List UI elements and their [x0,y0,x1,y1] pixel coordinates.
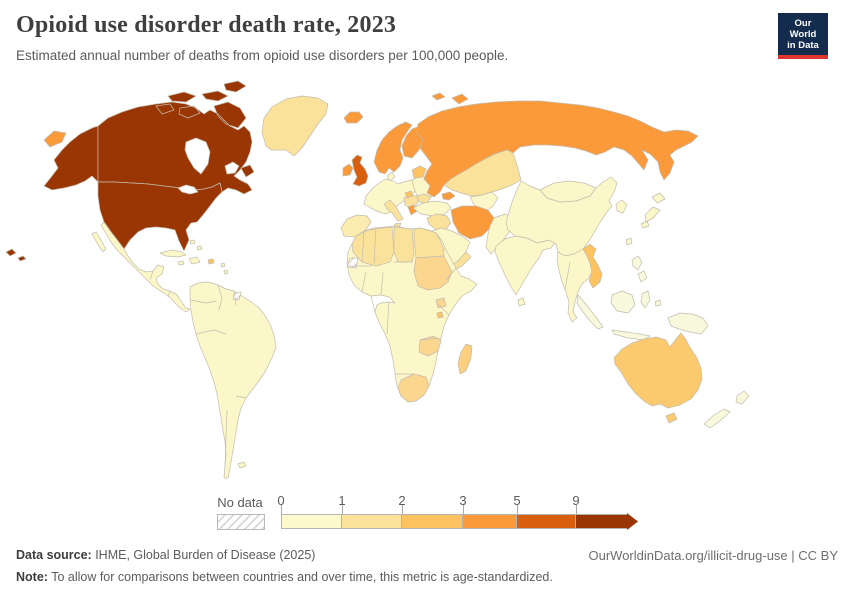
country-norway-sweden[interactable] [373,121,413,175]
country-canada[interactable] [97,80,255,195]
country-indonesia[interactable] [576,290,662,341]
legend-tick-label: 9 [572,493,580,508]
country-kazakhstan[interactable] [443,149,522,197]
country-burundi[interactable] [436,311,444,319]
great-lakes-water [177,184,199,195]
footer-note-text: To allow for comparisons between countri… [47,570,553,584]
footer-data-source: Data source: IHME, Global Burden of Dise… [16,548,315,562]
country-baltic-states[interactable] [411,165,427,179]
country-philippines[interactable] [631,255,648,283]
legend-tick-mark [576,505,577,514]
country-new-guinea[interactable] [667,312,709,335]
country-azerbaijan[interactable] [441,191,456,201]
country-iceland[interactable] [343,111,364,124]
country-libya[interactable] [393,226,415,263]
owid-logo[interactable]: Our World in Data [778,13,828,59]
footer-data-source-text: IHME, Global Burden of Disease (2025) [91,548,316,562]
country-taiwan[interactable] [625,237,633,246]
country-ireland[interactable] [342,163,354,177]
country-vietnam[interactable] [582,243,603,289]
country-japan[interactable] [640,192,666,229]
legend-tick-mark [517,505,518,514]
country-south-america[interactable] [189,281,277,479]
country-iraq-syria[interactable] [426,213,452,231]
country-italy[interactable] [383,199,404,229]
legend-segment-3-5[interactable] [463,514,517,529]
country-egypt[interactable] [413,227,445,259]
country-madagascar[interactable] [457,343,473,375]
country-new-zealand[interactable] [703,390,750,429]
legend-tick-label: 1 [338,493,346,508]
legend-tick-mark [402,505,403,514]
footer-data-source-label: Data source: [16,548,92,562]
legend-tick-label: 3 [459,493,467,508]
country-united-kingdom[interactable] [351,154,369,187]
legend-segment-2-3[interactable] [402,514,463,529]
footer-url-license[interactable]: OurWorldinData.org/illicit-drug-use | CC… [588,548,839,563]
country-romania[interactable] [416,193,432,204]
country-india[interactable] [494,235,556,307]
legend-no-data-label: No data [217,495,263,510]
country-zambia[interactable] [418,335,442,357]
hudson-bay-water [184,137,211,175]
country-mexico-central-america[interactable] [91,221,191,313]
country-alaska[interactable] [43,125,99,191]
legend-tick-mark [463,505,464,514]
country-western-sahara[interactable] [346,257,359,269]
footer-note: Note: To allow for comparisons between c… [16,570,553,584]
owid-logo-line1: Our World [789,18,817,40]
country-denmark[interactable] [386,171,396,182]
country-mongolia[interactable] [539,180,597,203]
country-russia[interactable] [43,92,699,198]
owid-logo-red-bar [778,55,828,59]
owid-logo-line2: in Data [787,40,819,51]
chart-subtitle: Estimated annual number of deaths from o… [16,48,509,63]
interior-borders [149,227,571,467]
legend-tick-label: 5 [513,493,521,508]
country-south-africa[interactable] [397,373,430,403]
owid-logo-text: Our World in Data [778,13,828,55]
country-puerto-rico[interactable] [207,258,215,265]
gulf-st-lawrence-water [224,161,240,175]
country-uganda[interactable] [435,297,447,309]
legend-tick-mark [342,505,343,514]
legend-segment-0-1[interactable] [281,514,342,529]
country-hungary[interactable] [404,190,414,199]
legend-tick-label: 2 [398,493,406,508]
countries-layer [5,80,750,479]
country-sudan[interactable] [413,255,453,291]
page-title: Opioid use disorder death rate, 2023 [16,12,397,38]
country-caribbean-islands[interactable] [159,239,229,275]
legend-no-data-swatch[interactable] [217,514,265,530]
footer-note-label: Note: [16,570,48,584]
legend-arrow-cap [627,513,638,535]
legend-segment-1-2[interactable] [342,514,402,529]
legend-segment-5-9[interactable] [517,514,576,529]
country-korea[interactable] [615,199,628,214]
legend-segment-9-plus[interactable] [576,514,628,529]
legend-tick-label: 0 [277,493,285,508]
country-turkey[interactable] [412,200,452,217]
country-greenland[interactable] [261,95,329,157]
country-australia[interactable] [613,332,703,424]
legend-tick-mark [281,505,282,514]
